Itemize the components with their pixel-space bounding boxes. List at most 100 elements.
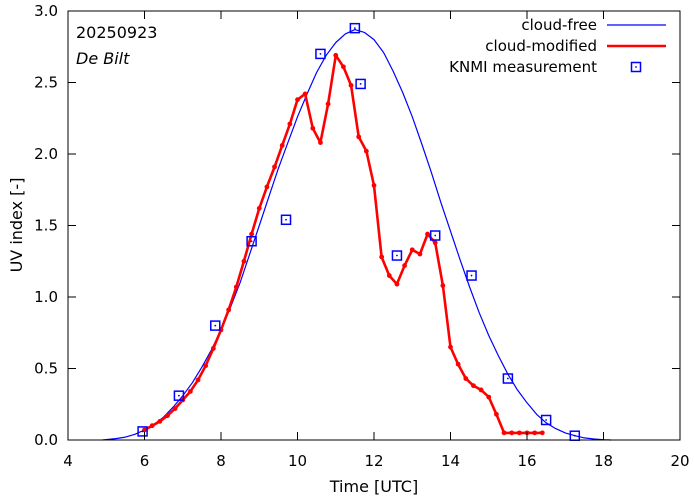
- y-axis-title: UV index [-]: [7, 178, 26, 273]
- date-annotation: 20250923: [76, 23, 157, 42]
- knmi-measurement-point: [173, 390, 185, 401]
- knmi-measurement-point-dot: [319, 53, 322, 55]
- cloud-modified-point: [348, 82, 354, 88]
- cloud-modified-point: [432, 240, 438, 246]
- knmi-measurement-point: [349, 22, 361, 34]
- cloud-modified-point: [318, 140, 323, 145]
- x-tick-label: 18: [594, 452, 613, 470]
- y-tick-label: 2.0: [34, 145, 58, 163]
- knmi-measurement-point: [210, 320, 221, 331]
- cloud-modified-point: [494, 411, 499, 417]
- knmi-measurement-point-dot: [396, 254, 398, 257]
- x-tick-label: 20: [670, 452, 689, 470]
- cloud-modified-point: [264, 184, 270, 190]
- cloud-modified-point: [516, 430, 522, 436]
- cloud-modified-point: [386, 273, 392, 278]
- x-tick-label: 12: [364, 452, 383, 470]
- knmi-measurement-point-dot: [434, 234, 437, 237]
- knmi-measurement-point-dot: [353, 27, 356, 30]
- cloud-modified-point: [455, 361, 461, 367]
- knmi-measurement-point-dot: [573, 434, 576, 437]
- x-tick-label: 4: [63, 452, 73, 470]
- series-cloud-modified: [142, 52, 545, 436]
- x-tick-label: 8: [216, 452, 226, 470]
- cloud-modified-point: [471, 383, 476, 389]
- cloud-modified-point: [379, 254, 385, 260]
- station-annotation: De Bilt: [76, 49, 130, 68]
- cloud-modified-point: [233, 284, 239, 290]
- knmi-measurement-point-dot: [214, 324, 217, 327]
- cloud-modified-point: [256, 205, 262, 211]
- cloud-modified-point: [371, 183, 377, 188]
- cloud-modified-point: [532, 430, 538, 436]
- y-tick-label: 0.0: [34, 431, 58, 449]
- y-tick-label: 1.5: [34, 217, 58, 235]
- y-tick-label: 1.0: [34, 288, 58, 306]
- cloud-modified-point: [287, 121, 293, 127]
- cloud-modified-point: [409, 247, 415, 253]
- knmi-measurement-point: [466, 270, 477, 281]
- series-layer: [102, 22, 612, 441]
- x-tick-label: 10: [288, 452, 307, 470]
- cloud-modified-point: [188, 388, 193, 394]
- cloud-modified-point: [172, 406, 178, 411]
- cloud-modified-point: [356, 134, 362, 140]
- x-axis-title: Time [UTC]: [329, 477, 418, 496]
- cloud-modified-point: [226, 307, 232, 313]
- ticks-layer: [68, 11, 680, 440]
- knmi-measurement-point-dot: [178, 394, 180, 397]
- knmi-measurement-point-dot: [545, 419, 548, 421]
- legend: cloud-free cloud-modified KNMI measureme…: [449, 16, 666, 76]
- legend-marker-knmi-measurement: [630, 61, 642, 73]
- legend-label-knmi-measurement: KNMI measurement: [449, 58, 597, 76]
- cloud-modified-point: [539, 430, 545, 436]
- knmi-measurement-point: [355, 78, 366, 90]
- cloud-modified-point: [165, 413, 170, 419]
- knmi-measurement-point: [246, 235, 257, 247]
- legend-label-cloud-modified: cloud-modified: [485, 37, 597, 55]
- cloud-modified-point: [341, 64, 346, 70]
- knmi-measurement-point-dot: [506, 377, 509, 380]
- y-tick-label: 0.5: [34, 360, 58, 378]
- cloud-modified-point: [402, 263, 407, 268]
- cloud-modified-point: [203, 363, 209, 369]
- cloud-modified-point: [279, 143, 285, 148]
- knmi-measurement-point-dot: [141, 430, 144, 433]
- cloud-modified-point: [249, 231, 255, 237]
- cloud-modified-point: [210, 346, 216, 351]
- knmi-measurement-point: [315, 48, 326, 60]
- series-knmi-measurement: [137, 22, 581, 441]
- cloud-modified-point: [509, 430, 515, 436]
- cloud-modified-point: [425, 231, 430, 237]
- legend-label-cloud-free: cloud-free: [521, 16, 597, 34]
- legend-marker-knmi-dot: [635, 66, 637, 68]
- cloud-modified-point: [195, 377, 201, 383]
- cloud-modified-point: [486, 394, 492, 400]
- cloud-modified-point: [241, 258, 247, 264]
- tick-labels: 4 6 8 10 12 14 16 18 20 0.0 0.5 1.0 1.5 2.0 2.5 3.0: [34, 2, 689, 470]
- knmi-measurement-point-dot: [250, 240, 253, 243]
- cloud-modified-point: [478, 387, 484, 393]
- cloud-modified-point: [157, 419, 163, 424]
- x-tick-label: 14: [441, 452, 460, 470]
- cloud-modified-point: [333, 52, 339, 58]
- knmi-measurement-point-dot: [285, 218, 287, 221]
- knmi-measurement-point: [540, 414, 552, 426]
- cloud-modified-point: [463, 376, 469, 381]
- cloud-modified-point: [394, 281, 400, 287]
- knmi-measurement-point: [280, 214, 292, 226]
- cloud-modified-point: [295, 97, 300, 103]
- x-tick-label: 16: [517, 452, 536, 470]
- cloud-modified-point: [302, 91, 308, 97]
- knmi-measurement-point-dot: [359, 83, 362, 85]
- y-tick-label: 2.5: [34, 74, 58, 92]
- cloud-modified-point: [501, 430, 507, 436]
- cloud-modified-point: [417, 251, 423, 257]
- cloud-modified-point: [310, 125, 316, 131]
- x-tick-label: 6: [140, 452, 150, 470]
- cloud-modified-point: [149, 423, 155, 429]
- y-tick-label: 3.0: [34, 2, 58, 20]
- knmi-measurement-point-dot: [470, 274, 473, 277]
